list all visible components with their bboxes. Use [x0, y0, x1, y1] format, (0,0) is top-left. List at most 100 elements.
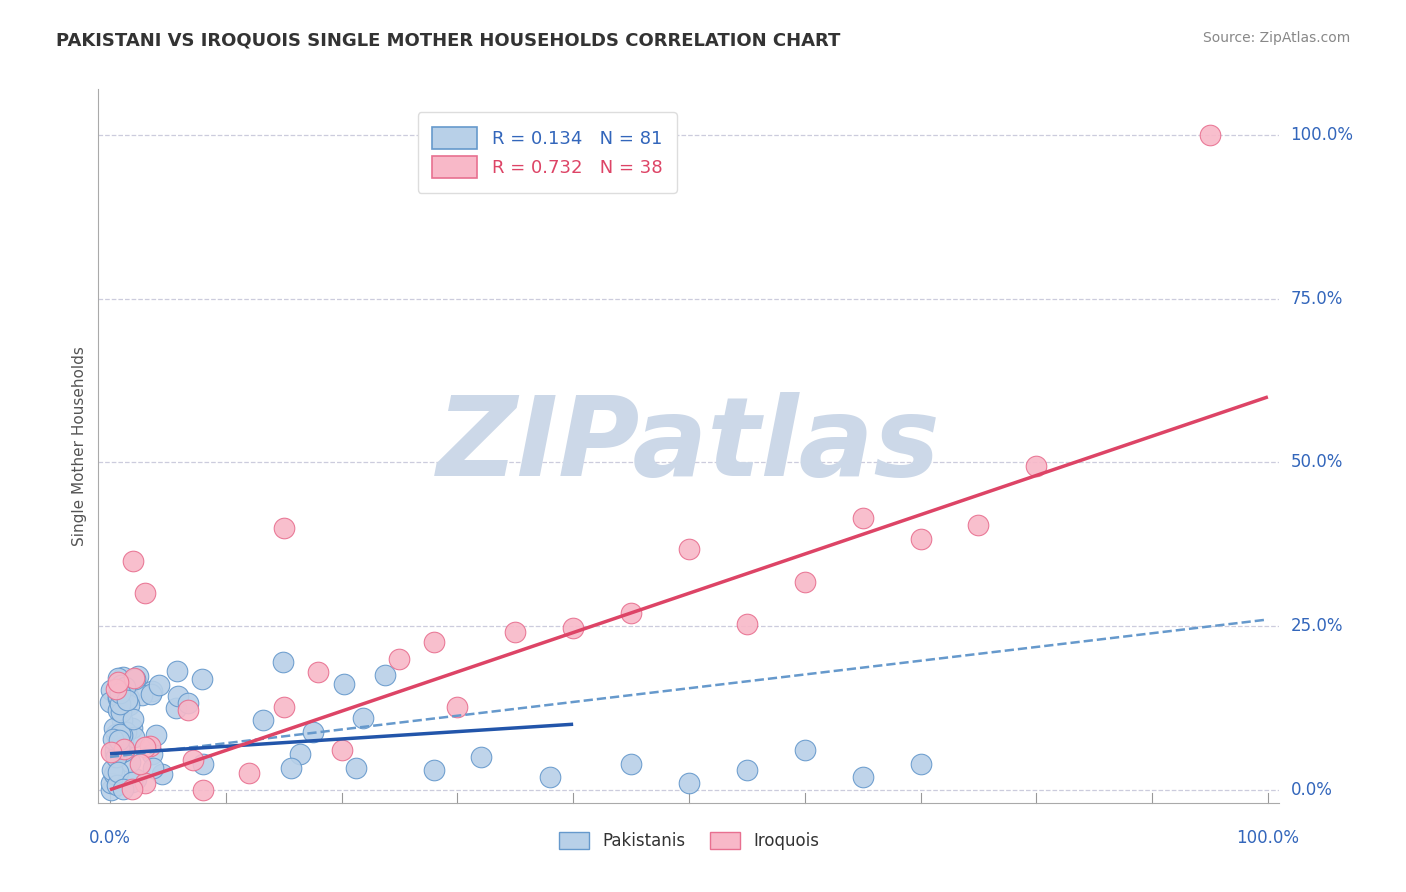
Point	[100, 782, 122, 797]
Point	[134, 586, 156, 600]
Point	[101, 763, 124, 777]
Point	[852, 511, 875, 525]
Point	[181, 752, 204, 766]
Point	[735, 617, 758, 632]
Point	[388, 652, 411, 666]
Point	[167, 689, 190, 703]
Point	[193, 756, 215, 771]
Point	[271, 655, 294, 669]
Point	[191, 672, 214, 686]
Point	[111, 781, 134, 796]
Point	[117, 698, 139, 713]
Text: 0.0%: 0.0%	[89, 829, 131, 847]
Text: 0.0%: 0.0%	[1291, 780, 1333, 798]
Point	[107, 765, 129, 780]
Point	[139, 739, 162, 753]
Point	[678, 776, 700, 790]
Text: 25.0%: 25.0%	[1291, 617, 1343, 635]
Point	[1025, 459, 1047, 474]
Point	[678, 541, 700, 556]
Point	[423, 635, 446, 649]
Point	[110, 726, 132, 740]
Point	[177, 696, 200, 710]
Point	[127, 669, 149, 683]
Point	[165, 700, 187, 714]
Point	[141, 747, 163, 762]
Point	[280, 761, 302, 775]
Text: 100.0%: 100.0%	[1236, 829, 1299, 847]
Point	[273, 521, 295, 535]
Point	[503, 624, 526, 639]
Point	[852, 770, 875, 784]
Point	[104, 750, 127, 764]
Point	[301, 725, 323, 739]
Point	[100, 776, 122, 790]
Point	[107, 703, 129, 717]
Point	[111, 734, 134, 748]
Point	[131, 689, 153, 703]
Point	[117, 693, 139, 707]
Point	[470, 750, 492, 764]
Point	[121, 721, 143, 735]
Point	[288, 747, 311, 761]
Point	[110, 747, 132, 761]
Legend: Pakistanis, Iroquois: Pakistanis, Iroquois	[550, 824, 828, 859]
Point	[105, 681, 128, 696]
Point	[166, 664, 188, 678]
Point	[118, 691, 141, 706]
Point	[122, 671, 145, 685]
Point	[108, 740, 131, 755]
Point	[446, 700, 468, 714]
Point	[103, 742, 125, 756]
Point	[100, 745, 122, 759]
Point	[107, 674, 129, 689]
Point	[110, 678, 132, 692]
Point	[128, 757, 150, 772]
Point	[100, 682, 122, 697]
Point	[110, 689, 132, 703]
Point	[735, 763, 758, 777]
Point	[620, 756, 643, 771]
Text: 75.0%: 75.0%	[1291, 290, 1343, 308]
Point	[333, 677, 356, 691]
Point	[118, 755, 141, 769]
Point	[273, 699, 295, 714]
Point	[112, 744, 135, 758]
Text: 50.0%: 50.0%	[1291, 453, 1343, 471]
Point	[104, 727, 127, 741]
Point	[252, 713, 274, 727]
Point	[620, 607, 643, 621]
Point	[910, 756, 932, 771]
Point	[107, 691, 129, 706]
Point	[107, 671, 129, 685]
Point	[423, 763, 446, 777]
Point	[793, 743, 815, 757]
Point	[238, 765, 260, 780]
Point	[111, 728, 134, 742]
Point	[103, 767, 125, 781]
Point	[352, 711, 374, 725]
Point	[177, 703, 200, 717]
Point	[112, 741, 135, 756]
Point	[121, 781, 143, 796]
Point	[108, 733, 131, 747]
Point	[115, 725, 138, 739]
Point	[100, 695, 122, 709]
Point	[191, 782, 214, 797]
Point	[139, 687, 162, 701]
Point	[103, 721, 125, 735]
Point	[105, 778, 128, 792]
Text: PAKISTANI VS IROQUOIS SINGLE MOTHER HOUSEHOLDS CORRELATION CHART: PAKISTANI VS IROQUOIS SINGLE MOTHER HOUS…	[56, 31, 841, 49]
Point	[121, 774, 143, 789]
Point	[112, 670, 135, 684]
Point	[107, 689, 129, 703]
Point	[108, 697, 131, 711]
Point	[134, 740, 156, 755]
Point	[374, 668, 396, 682]
Text: ZIPatlas: ZIPatlas	[437, 392, 941, 500]
Point	[124, 672, 146, 686]
Point	[134, 776, 156, 790]
Point	[141, 683, 163, 698]
Point	[111, 702, 134, 716]
Point	[110, 705, 132, 719]
